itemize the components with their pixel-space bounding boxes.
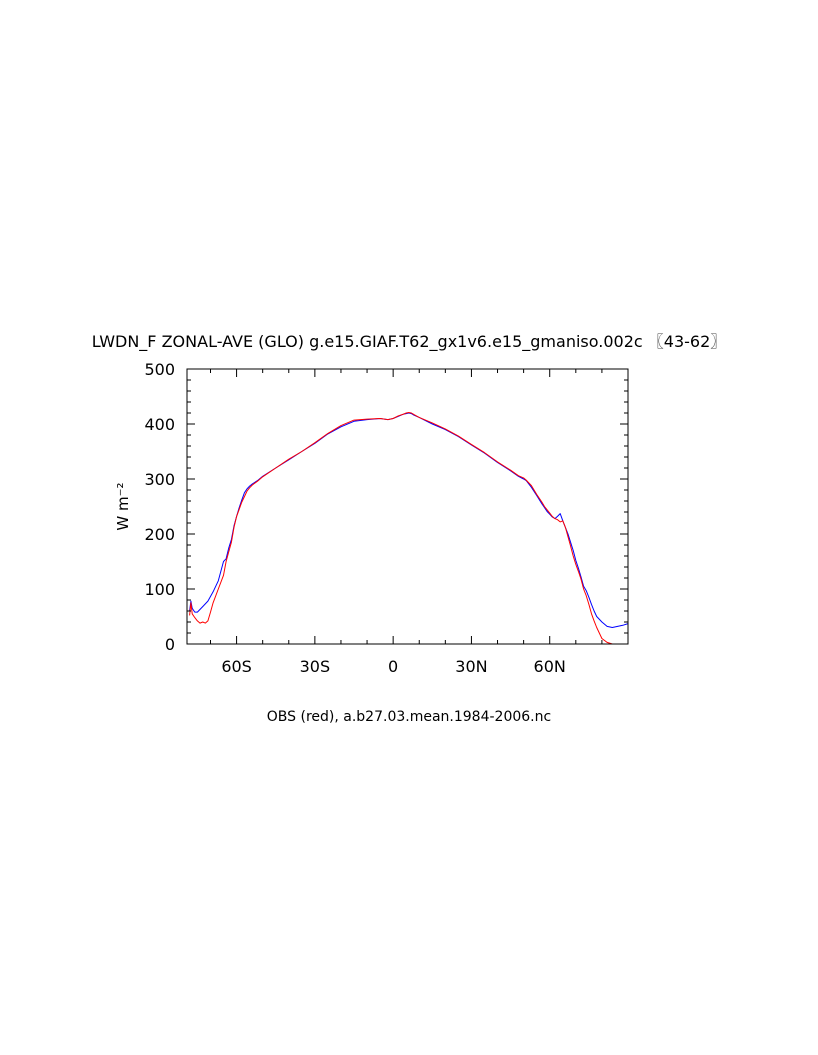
series-layer <box>189 412 629 645</box>
y-axis-label: W m⁻² <box>114 482 132 530</box>
y-tick-label: 200 <box>144 525 175 544</box>
x-tick-label: 0 <box>388 657 398 676</box>
y-tick-label: 100 <box>144 580 175 599</box>
y-tick-label: 300 <box>144 470 175 489</box>
plot-frame <box>186 368 629 645</box>
footer-text: OBS (red), a.b27.03.mean.1984-2006.nc <box>267 709 551 725</box>
y-tick-label: 0 <box>165 635 175 654</box>
y-tick-label: 400 <box>144 415 175 434</box>
x-tick-label: 30N <box>455 657 487 676</box>
x-tick-label: 30S <box>300 657 331 676</box>
y-tick-label: 500 <box>144 360 175 379</box>
ticks-layer: 0 100 200 300 400 500 60S 30S 0 30N 60N <box>144 360 628 676</box>
series-line-1 <box>189 412 629 628</box>
series-line-2 <box>189 412 628 645</box>
chart-title: LWDN_F ZONAL-AVE (GLO) g.e15.GIAF.T62_gx… <box>92 332 727 352</box>
x-tick-label: 60S <box>221 657 252 676</box>
x-tick-label: 60N <box>534 657 566 676</box>
plot-area: 0 100 200 300 400 500 60S 30S 0 30N 60N <box>144 360 629 676</box>
